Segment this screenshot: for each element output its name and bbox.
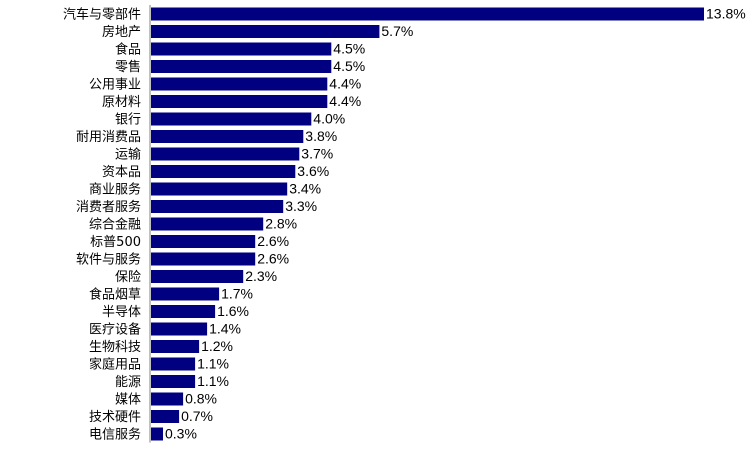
category-label: 媒体 (115, 393, 141, 408)
category-label: 消费者服务 (76, 199, 141, 215)
value-label: 2.8% (265, 216, 297, 232)
bar (151, 95, 328, 108)
bar (151, 252, 256, 266)
value-label: 3.4% (289, 181, 321, 197)
value-label: 1.1% (197, 373, 229, 389)
category-label: 保险 (115, 270, 141, 285)
value-label: 3.7% (301, 146, 333, 162)
value-label: 0.8% (185, 391, 217, 407)
value-label: 0.7% (181, 408, 213, 424)
value-label: 4.5% (333, 41, 365, 57)
category-label: 运输 (115, 147, 141, 163)
category-label: 食品 (115, 42, 141, 58)
bar (151, 42, 332, 56)
category-label: 医疗设备 (89, 322, 141, 338)
value-label: 3.6% (297, 163, 329, 179)
value-label: 1.6% (217, 303, 249, 319)
value-label: 13.8% (706, 6, 746, 22)
value-label: 2.3% (245, 268, 277, 284)
category-label: 耐用消费品 (76, 130, 141, 145)
value-label: 4.0% (313, 111, 345, 127)
category-label: 原材料 (102, 95, 141, 110)
value-label: 2.6% (257, 233, 289, 249)
bar (151, 200, 284, 213)
bar (151, 375, 196, 388)
value-label: 1.4% (209, 321, 241, 337)
value-labels-group: 13.8% 5.7% 4.5%4.5% 4.4%4.4% 4.0%3.8% 3.7%3.6… (165, 6, 746, 442)
value-label: 4.5% (333, 58, 365, 74)
bar (151, 427, 163, 441)
category-label: 零售 (115, 59, 141, 75)
category-label: 商业服务 (89, 182, 141, 198)
bar (151, 340, 200, 353)
bar (151, 392, 184, 406)
bar (151, 410, 180, 423)
category-label: 房地产 (102, 24, 141, 40)
value-label: 2.6% (257, 251, 289, 267)
category-label: 综合金融 (89, 217, 141, 233)
value-label: 1.7% (221, 286, 253, 302)
value-label: 5.7% (381, 23, 413, 39)
bar (151, 287, 220, 301)
value-label: 3.8% (305, 128, 337, 144)
category-label: 标普500 (90, 235, 141, 250)
bar (151, 60, 332, 73)
value-label: 1.1% (197, 356, 229, 372)
bar (151, 235, 256, 248)
bar (151, 7, 704, 21)
value-label: 4.4% (329, 93, 361, 109)
category-label: 电信服务 (89, 427, 141, 443)
bar (151, 130, 304, 143)
bar (151, 77, 328, 91)
value-label: 3.3% (285, 198, 317, 214)
category-label: 能源 (115, 375, 141, 390)
bar (151, 217, 264, 231)
category-label: 技术硬件 (89, 410, 141, 425)
category-labels-group: 汽车与零部件房地产食品零售公用事业原材料银行耐用消费品运输资本品商业服务消费者服… (63, 7, 141, 443)
category-label: 汽车与零部件 (63, 7, 141, 23)
category-label: 软件与服务 (76, 252, 141, 268)
bar (151, 270, 244, 283)
bar (151, 165, 296, 178)
category-label: 生物科技 (89, 340, 141, 355)
category-label: 家庭用品 (89, 357, 141, 373)
bar (151, 322, 208, 336)
category-label: 公用事业 (89, 78, 141, 93)
category-label: 资本品 (102, 165, 141, 180)
value-label: 1.2% (201, 338, 233, 354)
category-label: 银行 (115, 113, 141, 128)
category-label: 半导体 (102, 305, 141, 320)
bar (151, 147, 300, 161)
bar (151, 305, 216, 318)
bar (151, 112, 312, 126)
bar (151, 182, 288, 196)
bars-group (151, 7, 704, 441)
bar (151, 357, 196, 371)
bar (151, 25, 380, 38)
value-label: 0.3% (165, 426, 197, 442)
category-label: 食品烟草 (89, 287, 141, 303)
value-label: 4.4% (329, 76, 361, 92)
